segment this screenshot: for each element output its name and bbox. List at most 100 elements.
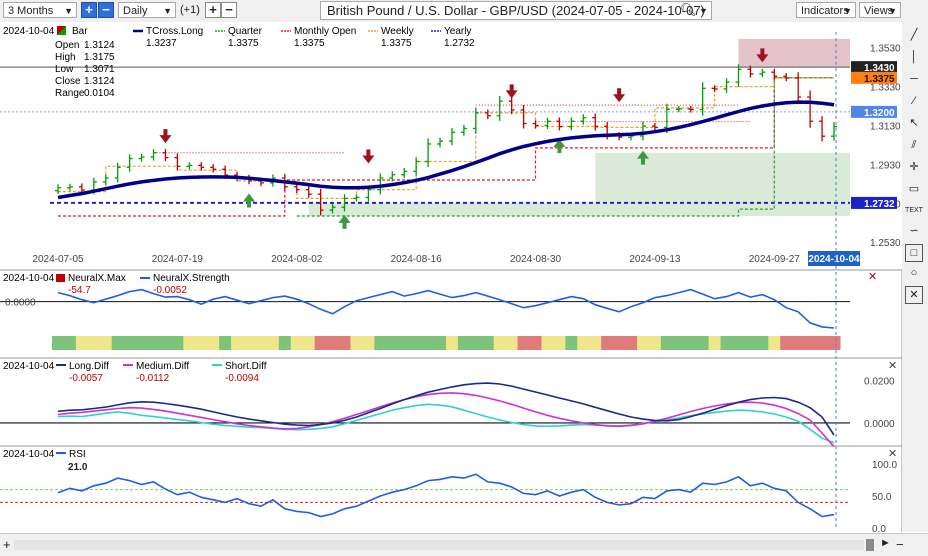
scrollbar-thumb[interactable] xyxy=(866,539,874,551)
trendline-icon[interactable]: ╱ xyxy=(910,29,918,41)
neural-band-cell xyxy=(123,336,137,350)
close-pane-icon[interactable]: ✕ xyxy=(868,271,877,283)
neural-band-cell xyxy=(732,336,745,350)
neural-band-cell xyxy=(314,336,328,350)
interval-select[interactable]: Daily ▼ xyxy=(118,2,176,18)
date-tick: 2024-09-27 xyxy=(749,254,801,265)
price-tag-box xyxy=(851,71,897,84)
neural-band-cell xyxy=(386,336,399,350)
search-icon[interactable]: 🔍︎ ▼ xyxy=(680,2,708,17)
ohlc-value: 1.3175 xyxy=(84,52,115,63)
price-tag-text: 1.2732 xyxy=(864,199,895,210)
add-range-button[interactable]: + xyxy=(81,2,97,18)
sell-arrow-icon xyxy=(362,149,375,164)
neural-band-cell xyxy=(374,336,387,350)
price-tick: 1.2530 xyxy=(870,238,901,249)
ray-icon[interactable]: ⁄ xyxy=(913,95,915,107)
legend-name: Yearly xyxy=(444,26,471,37)
indicators-menu[interactable]: Indicators ▼ xyxy=(796,2,856,18)
neural-band-cell xyxy=(111,336,125,350)
price-tag-text: 1.3375 xyxy=(864,74,895,85)
neural-band-cell xyxy=(171,336,184,350)
offset-minus-button[interactable]: − xyxy=(221,2,237,18)
ohlc-label: Close xyxy=(55,76,81,87)
rsi-tick: 50.0 xyxy=(872,492,892,503)
neural-band-cell xyxy=(338,336,352,350)
neural-band-cell xyxy=(422,336,435,350)
sell-arrow-icon xyxy=(505,84,518,99)
remove-range-button[interactable]: − xyxy=(98,2,114,18)
drawing-toolbar: ╱ │ ─ ⁄ ↖ ⫽ ✛ ▭ TEXT ∽ □ ○ ✕ xyxy=(901,22,928,532)
crosshair-icon[interactable]: ✛ xyxy=(909,161,919,173)
callout-icon[interactable]: ▭ xyxy=(908,183,920,195)
neural-legend: NeuralX.Max-54.7 NeuralX.Strength-0.0052 xyxy=(56,273,230,296)
rectangle-icon[interactable]: □ xyxy=(905,244,923,262)
neural-band-cell xyxy=(326,336,340,350)
ellipse-icon[interactable]: ○ xyxy=(910,267,918,279)
close-pane-icon[interactable]: ✕ xyxy=(888,448,897,460)
chevron-down-icon: ▼ xyxy=(843,6,852,16)
neural-band-cell xyxy=(195,336,208,350)
legend-name: TCross.Long xyxy=(146,26,203,37)
diff-series xyxy=(57,382,835,436)
neural-band-cell xyxy=(362,336,375,350)
price-tag-box xyxy=(851,105,897,118)
monthly-open-line xyxy=(58,77,834,217)
neural-band-cell xyxy=(207,336,220,350)
zoom-out-icon[interactable]: − xyxy=(896,537,904,552)
diff-series xyxy=(57,392,835,448)
range-select[interactable]: 3 Months ▼ xyxy=(3,2,77,18)
range-select-label: 3 Months xyxy=(8,5,54,17)
neural-band-cell xyxy=(445,336,459,350)
date-tick: 2024-08-02 xyxy=(271,254,323,265)
chevron-down-icon: ▼ xyxy=(888,6,897,16)
neural-band-cell xyxy=(660,336,674,350)
ohlc-value: 1.3071 xyxy=(84,64,115,75)
views-menu[interactable]: Views ▼ xyxy=(859,2,901,18)
legend-name: Quarter xyxy=(228,26,263,37)
neural-strength-value: -0.0052 xyxy=(153,285,187,296)
chevron-down-icon: ▼ xyxy=(163,6,172,16)
neural-band-cell xyxy=(493,336,507,350)
resistance-zone xyxy=(738,38,850,68)
tcross-long-series xyxy=(57,100,835,200)
neural-band-cell xyxy=(266,336,280,350)
text-tool-icon[interactable]: TEXT xyxy=(905,207,923,214)
ohlc-label: Low xyxy=(55,64,74,75)
diff-pane: 0.0200 0.0000 xyxy=(0,377,895,448)
scroll-right-icon[interactable]: ► xyxy=(880,537,891,549)
weekly-line xyxy=(58,77,834,199)
price-tick: 1.3130 xyxy=(870,121,901,132)
pointer-icon[interactable]: ↖ xyxy=(909,117,919,129)
close-pane-icon[interactable]: ✕ xyxy=(888,360,897,372)
neural-strength-series xyxy=(57,288,835,329)
neural-band-cell xyxy=(636,336,650,350)
diff-legend: Long.Diff-0.0057 Medium.Diff-0.0112 Short.… xyxy=(56,361,267,384)
offset-label: (+1) xyxy=(180,4,200,16)
parallel-lines-icon[interactable]: ⫽ xyxy=(911,139,917,151)
offset-plus-button[interactable]: + xyxy=(205,2,221,18)
zoom-in-icon[interactable]: + xyxy=(3,537,11,552)
vertical-line-icon[interactable]: │ xyxy=(910,51,918,63)
chart-area[interactable]: 2024-10-04 Bar Open 1.3124 High 1.3175 Low 1.… xyxy=(0,22,902,533)
main-zones xyxy=(308,38,850,216)
neural-band-cell xyxy=(768,336,781,350)
history-scrollbar[interactable] xyxy=(14,540,864,550)
neural-band-cell xyxy=(469,336,483,350)
delete-drawing-icon[interactable]: ✕ xyxy=(905,286,923,304)
freehand-icon[interactable]: ∽ xyxy=(909,225,919,237)
neural-band-cell xyxy=(243,336,256,350)
neural-band-cell xyxy=(63,336,77,350)
rsi-label: RSI xyxy=(69,449,86,460)
neural-band-cell xyxy=(434,336,447,350)
neural-band-cell xyxy=(589,336,602,350)
neural-band-cell xyxy=(231,336,244,350)
rsi-tick: 0.0 xyxy=(872,524,886,533)
symbol-title[interactable]: British Pound / U.S. Dollar - GBP/USD (2… xyxy=(320,1,712,20)
main-date: 2024-10-04 xyxy=(3,26,55,37)
horizontal-line-icon[interactable]: ─ xyxy=(910,73,918,85)
date-tick: 2024-08-16 xyxy=(391,254,443,265)
tcross-long-line xyxy=(57,100,835,200)
